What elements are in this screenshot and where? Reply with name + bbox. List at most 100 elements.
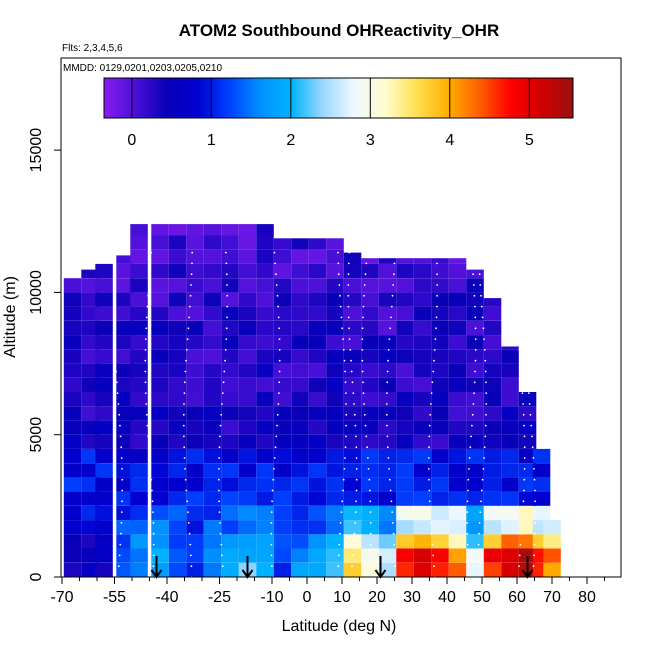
profile-dot xyxy=(428,435,431,438)
heatmap-cell xyxy=(203,463,222,478)
heatmap-cell xyxy=(63,420,82,435)
profile-dot xyxy=(191,251,194,254)
heatmap-cell xyxy=(308,505,327,521)
heatmap-cell xyxy=(116,420,134,435)
heatmap-cell xyxy=(378,335,397,350)
profile-dot xyxy=(471,262,474,265)
profile-dot xyxy=(471,413,474,416)
heatmap-cell xyxy=(256,363,274,378)
heatmap-cell xyxy=(291,448,309,464)
profile-dot xyxy=(276,424,278,427)
heatmap-cell xyxy=(343,505,362,521)
heatmap-cell xyxy=(81,477,99,492)
heatmap-cell xyxy=(81,278,99,293)
heatmap-cell xyxy=(518,520,537,535)
heatmap-cell xyxy=(238,406,257,421)
heatmap-cell xyxy=(221,320,239,336)
profile-dot xyxy=(119,435,122,438)
heatmap-cell xyxy=(343,320,362,336)
heatmap-cell xyxy=(291,320,309,336)
heatmap-cell xyxy=(308,534,327,549)
profile-dot xyxy=(473,294,476,297)
profile-dot xyxy=(226,305,229,308)
profile-dot xyxy=(113,327,115,330)
heatmap-cell xyxy=(501,520,519,535)
heatmap-cell xyxy=(343,306,362,321)
dates-note: MMDD: 0129,0201,0203,0205,0210 xyxy=(63,63,222,74)
heatmap-cell xyxy=(396,477,414,492)
profile-dot xyxy=(277,403,280,405)
profile-dot xyxy=(472,284,475,286)
heatmap-cell xyxy=(256,491,274,506)
heatmap-cell xyxy=(308,320,327,336)
profile-dot xyxy=(531,435,533,438)
heatmap-cell xyxy=(501,463,519,478)
profile-dot xyxy=(184,370,187,373)
heatmap-cell xyxy=(326,477,344,492)
heatmap-cell xyxy=(326,562,344,577)
profile-dot xyxy=(519,359,521,362)
profile-dot xyxy=(345,424,347,427)
heatmap-cell xyxy=(326,534,344,549)
heatmap-cell xyxy=(186,292,204,307)
profile-dot xyxy=(339,522,342,524)
profile-dot xyxy=(369,543,372,546)
heatmap-cell xyxy=(168,520,187,535)
profile-dot xyxy=(355,435,357,438)
flight-profile xyxy=(112,251,124,577)
heatmap-cell xyxy=(396,534,414,549)
heatmap-cell xyxy=(343,363,362,378)
heatmap-cell xyxy=(361,434,379,449)
heatmap-cell xyxy=(221,263,239,279)
heatmap-cell xyxy=(466,434,484,449)
heatmap-cell xyxy=(238,278,257,293)
heatmap-cell xyxy=(168,292,187,307)
heatmap-cell xyxy=(396,335,414,350)
profile-dot xyxy=(337,251,339,254)
profile-dot xyxy=(390,500,393,503)
heatmap-cell xyxy=(326,335,344,350)
heatmap-cell xyxy=(168,363,187,378)
heatmap-cell xyxy=(378,491,397,506)
heatmap-cell xyxy=(203,235,222,250)
heatmap-cell xyxy=(63,548,82,563)
heatmap-cell xyxy=(291,420,309,435)
heatmap-cell xyxy=(221,434,239,449)
heatmap-cell xyxy=(130,534,148,549)
heatmap-cell xyxy=(361,406,379,421)
profile-dot xyxy=(218,511,221,513)
heatmap-cell xyxy=(168,235,187,250)
profile-dot xyxy=(482,468,485,470)
heatmap-cell xyxy=(95,463,113,478)
heatmap-cell xyxy=(543,534,561,549)
heatmap-cell xyxy=(501,534,519,549)
profile-dot xyxy=(474,370,476,373)
heatmap-cell xyxy=(518,392,537,407)
heatmap-cell xyxy=(413,448,432,464)
heatmap-cell xyxy=(273,562,292,577)
heatmap-cell xyxy=(343,491,362,506)
heatmap-cell xyxy=(256,377,274,392)
heatmap-cell xyxy=(273,491,292,506)
y-tick-label: 0 xyxy=(28,572,45,581)
profile-dot xyxy=(369,511,372,513)
profile-dot xyxy=(342,338,344,340)
heatmap-cell xyxy=(256,235,274,250)
profile-dot xyxy=(274,262,276,265)
flight-profile xyxy=(385,251,397,577)
plot-frame xyxy=(60,57,622,578)
heatmap-cell xyxy=(543,520,561,535)
heatmap-cell xyxy=(396,278,414,293)
heatmap-cell xyxy=(361,263,379,279)
heatmap-cell xyxy=(221,420,239,435)
heatmap-cell xyxy=(483,406,502,421)
profile-dot xyxy=(519,543,522,546)
profile-dot xyxy=(277,305,279,308)
heatmap-cell xyxy=(466,448,484,464)
heatmap-cell xyxy=(221,534,239,549)
heatmap-cell xyxy=(361,320,379,336)
heatmap-cell xyxy=(291,392,309,407)
heatmap-cell xyxy=(361,292,379,307)
profile-dot xyxy=(226,294,229,297)
x-tick-label: 20 xyxy=(368,589,386,606)
